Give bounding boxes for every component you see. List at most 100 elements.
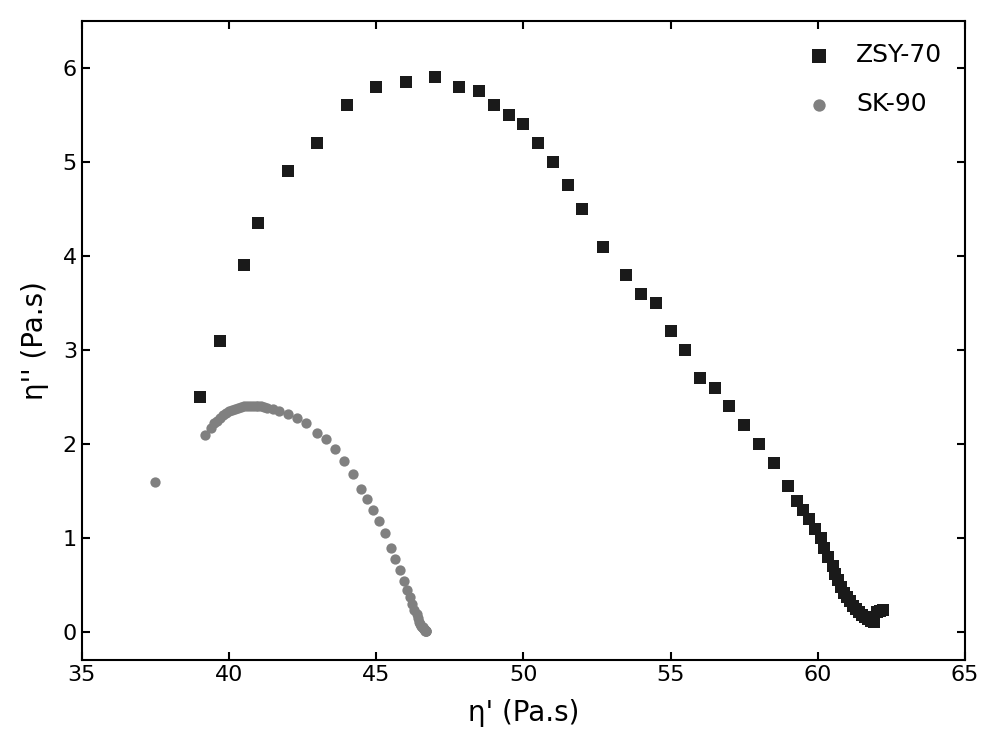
SK-90	[410, 612, 426, 624]
ZSY-70	[618, 269, 634, 280]
ZSY-70	[545, 156, 561, 168]
ZSY-70	[807, 523, 823, 535]
SK-90	[327, 443, 343, 455]
ZSY-70	[736, 420, 752, 432]
ZSY-70	[875, 604, 891, 616]
SK-90	[253, 400, 269, 412]
SK-90	[259, 402, 275, 414]
ZSY-70	[842, 595, 858, 607]
SK-90	[227, 403, 243, 415]
SK-90	[215, 409, 231, 421]
SK-90	[402, 592, 418, 604]
ZSY-70	[795, 504, 811, 516]
ZSY-70	[825, 560, 841, 572]
ZSY-70	[368, 81, 384, 93]
ZSY-70	[309, 137, 325, 149]
ZSY-70	[574, 203, 590, 215]
SK-90	[318, 433, 334, 445]
ZSY-70	[827, 568, 843, 580]
SK-90	[411, 616, 427, 628]
SK-90	[404, 598, 420, 610]
SK-90	[248, 399, 264, 411]
SK-90	[416, 623, 432, 635]
ZSY-70	[766, 457, 782, 469]
ZSY-70	[848, 603, 864, 615]
ZSY-70	[501, 109, 517, 121]
SK-90	[245, 399, 261, 411]
ZSY-70	[839, 592, 855, 604]
ZSY-70	[721, 400, 737, 412]
SK-90	[242, 399, 258, 411]
SK-90	[197, 429, 213, 441]
SK-90	[417, 625, 433, 637]
SK-90	[377, 527, 393, 539]
ZSY-70	[677, 344, 693, 356]
SK-90	[415, 622, 431, 634]
SK-90	[233, 402, 249, 414]
Y-axis label: η'' (Pa.s): η'' (Pa.s)	[21, 281, 49, 400]
ZSY-70	[872, 604, 888, 616]
ZSY-70	[860, 613, 876, 625]
SK-90	[221, 405, 237, 417]
ZSY-70	[595, 241, 611, 253]
ZSY-70	[648, 297, 664, 309]
SK-90	[271, 405, 287, 417]
SK-90	[418, 625, 434, 637]
ZSY-70	[780, 480, 796, 492]
ZSY-70	[751, 438, 767, 450]
SK-90	[203, 422, 219, 434]
SK-90	[230, 402, 246, 414]
SK-90	[392, 564, 408, 576]
ZSY-70	[857, 611, 873, 623]
ZSY-70	[866, 616, 882, 628]
SK-90	[415, 622, 431, 634]
ZSY-70	[845, 600, 861, 612]
SK-90	[409, 608, 425, 620]
SK-90	[353, 483, 369, 495]
ZSY-70	[280, 165, 296, 177]
SK-90	[265, 403, 281, 415]
ZSY-70	[451, 81, 467, 93]
ZSY-70	[398, 76, 414, 88]
ZSY-70	[633, 288, 649, 300]
ZSY-70	[820, 551, 836, 563]
ZSY-70	[192, 391, 208, 403]
SK-90	[224, 404, 240, 416]
ZSY-70	[515, 118, 531, 130]
SK-90	[383, 542, 399, 554]
ZSY-70	[854, 610, 870, 622]
SK-90	[417, 624, 433, 636]
ZSY-70	[250, 217, 266, 229]
SK-90	[417, 625, 433, 637]
X-axis label: η' (Pa.s): η' (Pa.s)	[468, 699, 579, 727]
ZSY-70	[789, 494, 805, 506]
SK-90	[309, 427, 325, 439]
ZSY-70	[813, 532, 829, 544]
ZSY-70	[236, 260, 252, 272]
ZSY-70	[707, 381, 723, 393]
ZSY-70	[816, 542, 832, 554]
SK-90	[413, 619, 429, 631]
ZSY-70	[212, 334, 228, 346]
SK-90	[218, 407, 234, 419]
ZSY-70	[560, 180, 576, 191]
SK-90	[396, 575, 412, 587]
SK-90	[412, 618, 428, 630]
SK-90	[345, 468, 361, 480]
SK-90	[289, 411, 305, 423]
ZSY-70	[530, 137, 546, 149]
ZSY-70	[836, 586, 852, 598]
SK-90	[418, 625, 434, 637]
ZSY-70	[427, 71, 443, 83]
Legend: ZSY-70, SK-90: ZSY-70, SK-90	[784, 34, 952, 126]
ZSY-70	[471, 85, 487, 97]
SK-90	[406, 604, 422, 616]
ZSY-70	[801, 513, 817, 525]
SK-90	[212, 411, 228, 423]
ZSY-70	[486, 99, 502, 111]
SK-90	[387, 553, 403, 565]
SK-90	[365, 504, 381, 516]
SK-90	[280, 408, 296, 420]
SK-90	[336, 455, 352, 467]
SK-90	[399, 584, 415, 596]
